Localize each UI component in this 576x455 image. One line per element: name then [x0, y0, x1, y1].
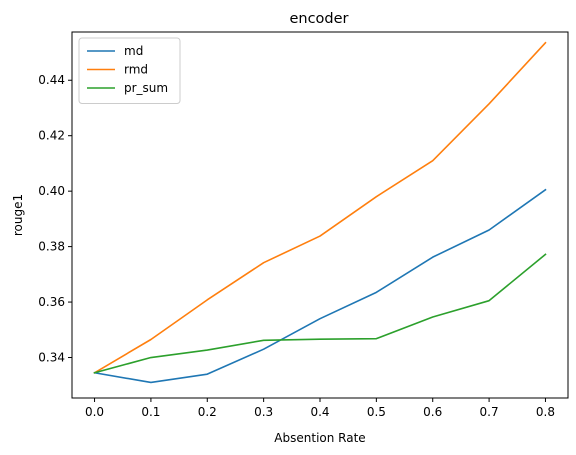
- y-tick-label: 0.40: [38, 184, 65, 198]
- x-tick-label: 0.8: [536, 405, 555, 419]
- x-tick-label: 0.1: [141, 405, 160, 419]
- series-line-md: [93, 188, 547, 384]
- x-tick-label: 0.3: [254, 405, 273, 419]
- x-axis-label: Absention Rate: [274, 431, 365, 445]
- y-tick-label: 0.38: [38, 240, 65, 254]
- series-line-rmd: [93, 41, 547, 374]
- y-tick-label: 0.44: [38, 73, 65, 87]
- y-tick-label: 0.36: [38, 295, 65, 309]
- series-line-pr-sum: [93, 253, 547, 374]
- legend-box: [78, 37, 181, 104]
- x-tick-label: 0.6: [423, 405, 442, 419]
- legend-label-pr-sum: pr_sum: [124, 81, 168, 95]
- plot-frame: [71, 31, 569, 399]
- x-tick-label: 0.4: [310, 405, 329, 419]
- legend-label-md: md: [124, 44, 143, 58]
- x-tick-label: 0.0: [85, 405, 104, 419]
- legend: md rmd pr_sum: [78, 37, 181, 104]
- chart-title: encoder: [289, 11, 348, 27]
- y-axis-label: rouge1: [11, 194, 25, 236]
- x-tick-label: 0.7: [480, 405, 499, 419]
- y-tick-label: 0.34: [38, 351, 65, 365]
- x-tick-label: 0.2: [198, 405, 217, 419]
- x-tick-label: 0.5: [367, 405, 386, 419]
- y-tick-label: 0.42: [38, 129, 65, 143]
- legend-label-rmd: rmd: [124, 63, 148, 77]
